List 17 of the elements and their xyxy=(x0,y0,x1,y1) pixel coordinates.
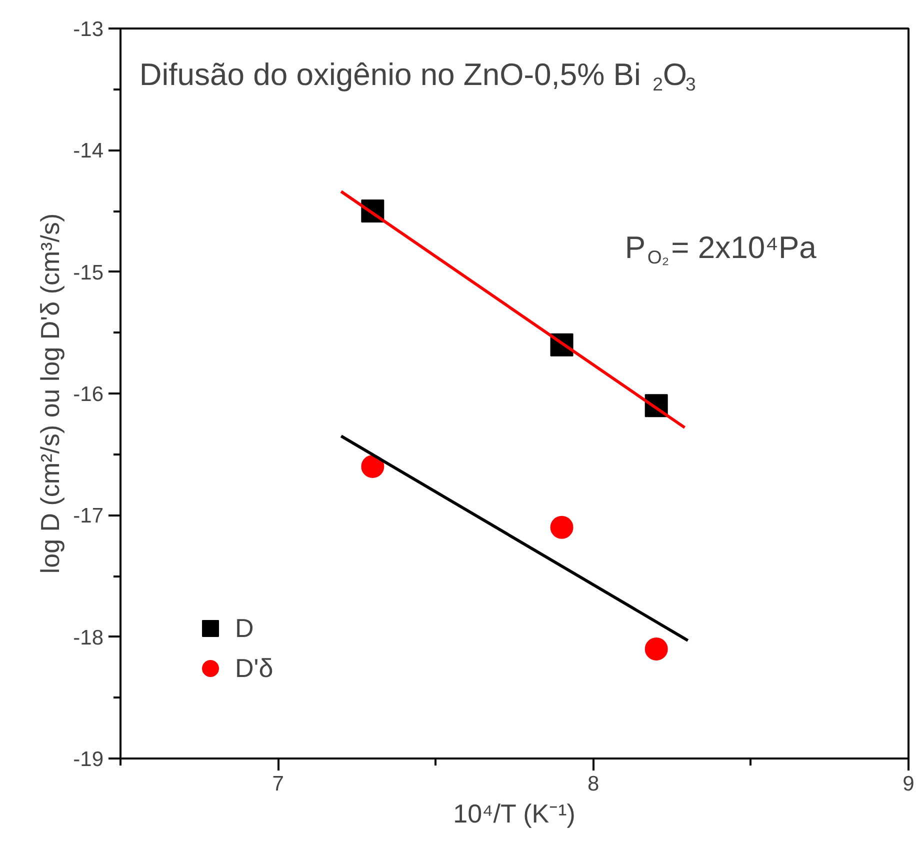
y-axis-title: log D (cm²/s) ou log D'δ (cm³/s) xyxy=(35,213,66,574)
y-tick-label: -15 xyxy=(73,261,104,284)
x-tick-label: 9 xyxy=(902,772,914,796)
legend-label: D xyxy=(235,612,255,644)
x-tick-label: 7 xyxy=(272,772,284,796)
y-tick-label: -13 xyxy=(73,18,104,41)
y-tick-label: -16 xyxy=(73,383,104,406)
y-tick-label: -17 xyxy=(73,504,104,528)
x-axis-title: 10⁴/T (K⁻¹) xyxy=(453,798,576,828)
legend-label: D'δ xyxy=(235,652,274,684)
point xyxy=(361,455,384,478)
point xyxy=(550,516,574,539)
y-tick-label: -19 xyxy=(73,748,104,771)
y-tick-label: -18 xyxy=(73,626,104,650)
point xyxy=(644,638,668,660)
x-tick-label: 8 xyxy=(587,772,600,796)
y-tick-label: -14 xyxy=(73,140,104,163)
